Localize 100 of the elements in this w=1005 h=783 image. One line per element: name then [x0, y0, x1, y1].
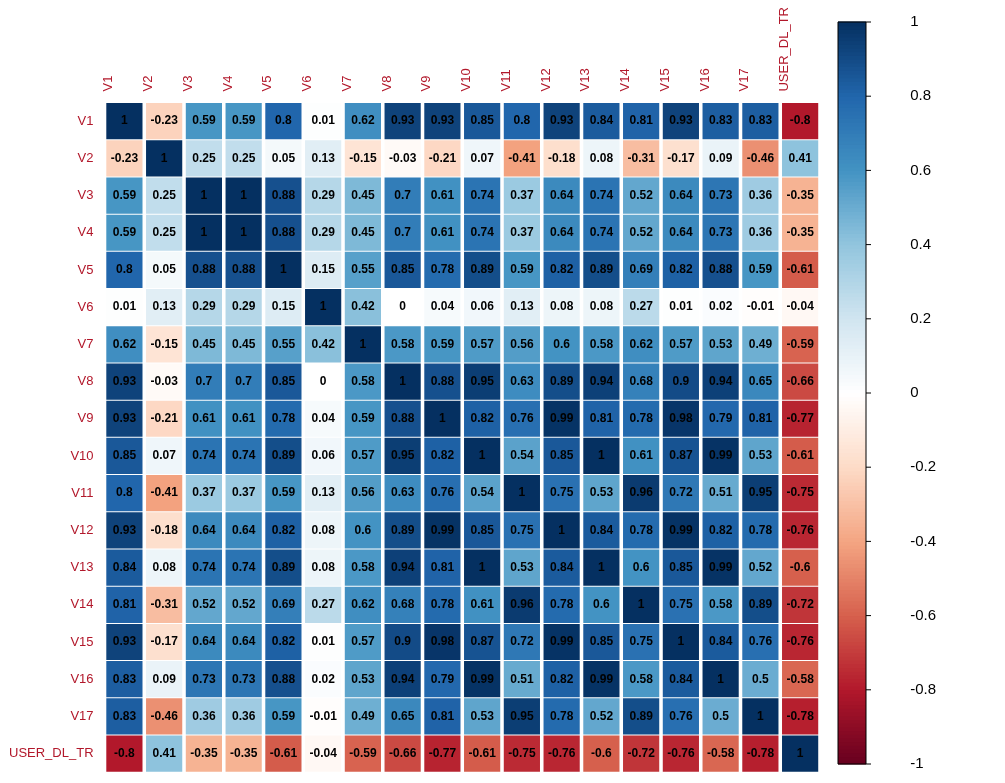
data-label: 1	[200, 187, 208, 202]
data-label: 0.53	[708, 336, 733, 351]
data-label: 0.51	[510, 671, 534, 686]
data-label: 0.57	[351, 634, 375, 649]
data-label: 0.63	[390, 485, 415, 500]
data-label: 0.61	[629, 448, 654, 463]
data-label: 1	[518, 485, 526, 500]
x-tick-label: V10	[458, 68, 474, 92]
data-label: 0.85	[589, 634, 614, 649]
data-label: 0.01	[311, 113, 336, 128]
data-label: -0.58	[706, 745, 735, 760]
data-label: 0.78	[549, 597, 574, 612]
data-label: 0.42	[311, 336, 336, 351]
data-label: 1	[121, 113, 129, 128]
data-label: -0.23	[110, 150, 139, 165]
data-label: 0.84	[669, 671, 693, 686]
data-label: 0.55	[271, 336, 296, 351]
data-label: -0.58	[786, 671, 815, 686]
data-label: 0.57	[470, 336, 495, 351]
data-label: 0.57	[351, 448, 375, 463]
x-tick-label: V7	[338, 75, 354, 92]
data-label: 0.58	[708, 597, 733, 612]
data-label: 0.94	[708, 373, 733, 388]
data-label: 0.72	[510, 634, 534, 649]
data-label: 0.95	[510, 708, 534, 723]
data-label: 0.78	[629, 522, 654, 537]
data-label: 0.68	[629, 373, 654, 388]
data-label: -0.75	[786, 485, 815, 500]
data-label: 0.99	[549, 411, 574, 426]
data-label: 1	[558, 522, 566, 537]
data-label: 0.74	[231, 559, 256, 574]
data-label: -0.31	[627, 150, 656, 165]
data-label: -0.17	[667, 150, 695, 165]
data-label: 0.88	[430, 373, 455, 388]
data-label: 0.54	[470, 485, 495, 500]
data-label: 0.08	[549, 299, 574, 314]
data-label: 0.81	[112, 597, 137, 612]
data-label: 0.88	[390, 411, 415, 426]
data-label: 0.81	[589, 411, 614, 426]
data-label: -0.03	[150, 373, 179, 388]
data-label: 1	[240, 225, 248, 240]
data-label: 0.58	[351, 373, 375, 388]
data-label: 0.42	[351, 299, 375, 314]
data-label: 0.25	[192, 150, 216, 165]
data-label: 0.36	[748, 225, 773, 240]
data-label: -0.31	[150, 597, 179, 612]
data-label: 0.58	[589, 336, 614, 351]
data-label: 0	[319, 373, 327, 388]
data-label: 0.45	[231, 336, 256, 351]
data-label: 1	[439, 411, 447, 426]
data-label: 0.05	[271, 150, 296, 165]
data-label: 0.82	[708, 522, 733, 537]
data-label: 0.85	[112, 448, 137, 463]
y-tick-label: V16	[70, 670, 94, 686]
data-label: 0.49	[748, 336, 773, 351]
color-bar-label: 0.4	[910, 234, 932, 252]
data-label: 0.64	[549, 187, 574, 202]
x-tick-label: V12	[537, 68, 553, 92]
data-label: 1	[478, 448, 486, 463]
data-label: 0.64	[549, 225, 574, 240]
data-label: 0.53	[589, 485, 614, 500]
data-label: -0.6	[591, 745, 613, 760]
y-tick-label: V17	[70, 707, 94, 723]
data-label: 0.99	[708, 448, 733, 463]
data-label: 0.74	[589, 187, 614, 202]
data-label: 1	[399, 373, 407, 388]
data-label: -0.66	[388, 745, 417, 760]
data-label: 0.58	[351, 559, 375, 574]
y-tick-label: V10	[70, 447, 94, 463]
x-tick-label: V9	[418, 75, 434, 92]
data-label: 0.93	[112, 373, 137, 388]
data-label: 0.36	[748, 187, 773, 202]
data-label: 0.58	[629, 671, 654, 686]
data-label: 0.61	[231, 411, 256, 426]
data-label: -0.76	[667, 745, 695, 760]
data-label: 0.81	[629, 113, 654, 128]
x-tick-label: V8	[378, 75, 394, 92]
data-label: -0.18	[150, 522, 179, 537]
data-label: 0.82	[549, 262, 574, 277]
data-label: 0.13	[311, 485, 336, 500]
data-label: 0.29	[311, 187, 336, 202]
x-tick-label: V5	[259, 75, 275, 92]
color-bar-label: -0.6	[910, 605, 937, 623]
x-tick-label: V3	[179, 75, 195, 92]
data-label: 0.9	[394, 634, 412, 649]
data-label: 1	[637, 597, 645, 612]
data-label: 0.64	[231, 634, 256, 649]
color-bar-label: -1	[910, 754, 924, 772]
data-label: 0.7	[195, 373, 213, 388]
data-label: 0.8	[116, 262, 134, 277]
data-label: 0.8	[513, 113, 531, 128]
data-label: 0.29	[311, 225, 336, 240]
data-label: 0.59	[430, 336, 455, 351]
data-label: -0.78	[746, 745, 775, 760]
color-bar-label: 0	[910, 383, 919, 401]
data-label: 0.75	[549, 485, 574, 500]
data-label: -0.17	[150, 634, 179, 649]
y-tick-label: V15	[70, 633, 94, 649]
data-label: -0.59	[786, 336, 815, 351]
y-tick-label: V2	[77, 149, 94, 165]
